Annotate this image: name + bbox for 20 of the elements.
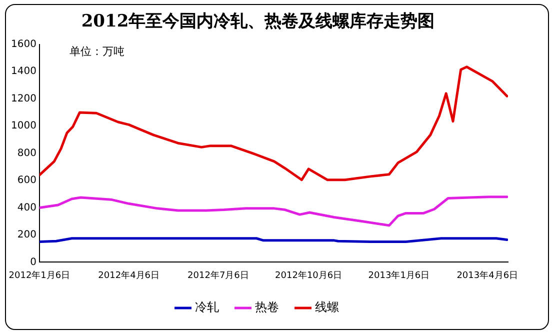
x-tick-label: 2012年1月6日 [8, 270, 70, 281]
legend-label: 热卷 [255, 300, 279, 314]
x-tick-label: 2012年10月6日 [275, 270, 342, 281]
legend-label: 线螺 [315, 300, 339, 314]
annotation: 单位：万吨 [69, 44, 124, 58]
chart-title: 2012年至今国内冷轧、热卷及线螺库存走势图 [81, 12, 435, 32]
y-tick-label: 200 [17, 230, 36, 241]
y-tick-label: 1000 [10, 120, 36, 132]
y-tick-label: 800 [17, 148, 36, 159]
y-tick-label: 1600 [10, 38, 36, 50]
y-tick-label: 600 [17, 175, 36, 186]
y-tick-label: 0 [30, 256, 36, 268]
x-tick-label: 2012年4月6日 [98, 270, 160, 281]
x-tick-label: 2013年1月6日 [368, 270, 430, 281]
x-tick-label: 2012年7月6日 [188, 270, 249, 281]
y-tick-label: 1200 [10, 93, 36, 104]
legend-label: 冷轧 [195, 300, 219, 314]
y-tick-label: 1400 [10, 66, 36, 78]
y-tick-label: 400 [17, 202, 36, 214]
x-tick-label: 2013年4月6日 [456, 270, 518, 281]
